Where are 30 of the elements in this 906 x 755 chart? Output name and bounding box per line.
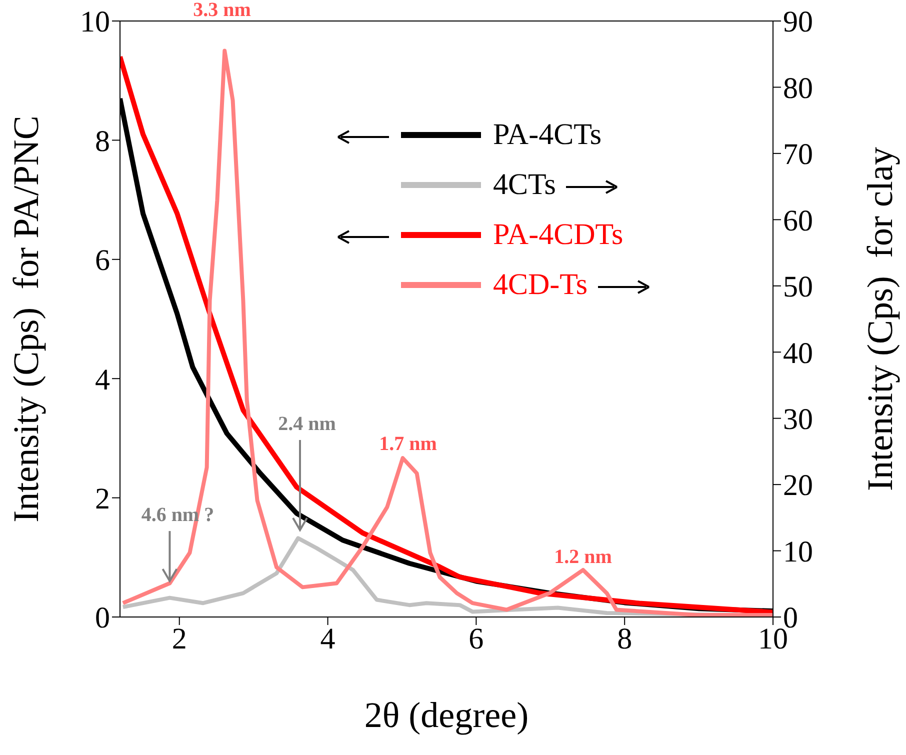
y-axis-title: Intensity (Cps) for PA/PNC [6,116,46,522]
x-tick-label: 8 [617,622,632,656]
annotation: 2.4 nm [278,413,336,435]
legend-label: 4CTs [493,168,556,202]
x-tick-label: 6 [468,622,484,656]
y-tick-label: 4 [95,363,110,396]
y-tick-label: 0 [95,602,110,635]
legend-label: PA-4CDTs [493,218,624,252]
y2-tick-label: 50 [783,270,813,304]
y-tick-label: 8 [95,124,110,158]
annotation: 1.2 nm [554,546,612,568]
y2-tick-label: 90 [783,6,813,39]
y-tick-label: 6 [95,244,110,278]
y2-tick-label: 30 [783,402,813,436]
y2-tick-label: 60 [783,204,813,238]
y2-tick-label: 80 [783,72,813,105]
annotation: 1.7 nm [379,433,438,455]
x-tick-label: 4 [320,622,336,656]
x-tick-label: 2 [172,622,187,656]
y2-tick-label: 40 [783,336,813,370]
y-tick-label: 10 [80,6,110,39]
legend-label: PA-4CTs [493,118,602,152]
y2-tick-label: 20 [783,469,813,502]
y2-tick-label: 70 [783,138,813,172]
y2-axis-title: Intensity (Cps) for clay [860,147,900,491]
legend-label: 4CD-Ts [493,268,588,302]
x-axis-title: 2θ (degree) [364,695,529,735]
annotation: 3.3 nm [193,0,252,21]
y-tick-label: 2 [95,482,110,516]
y2-tick-label: 10 [783,535,813,568]
